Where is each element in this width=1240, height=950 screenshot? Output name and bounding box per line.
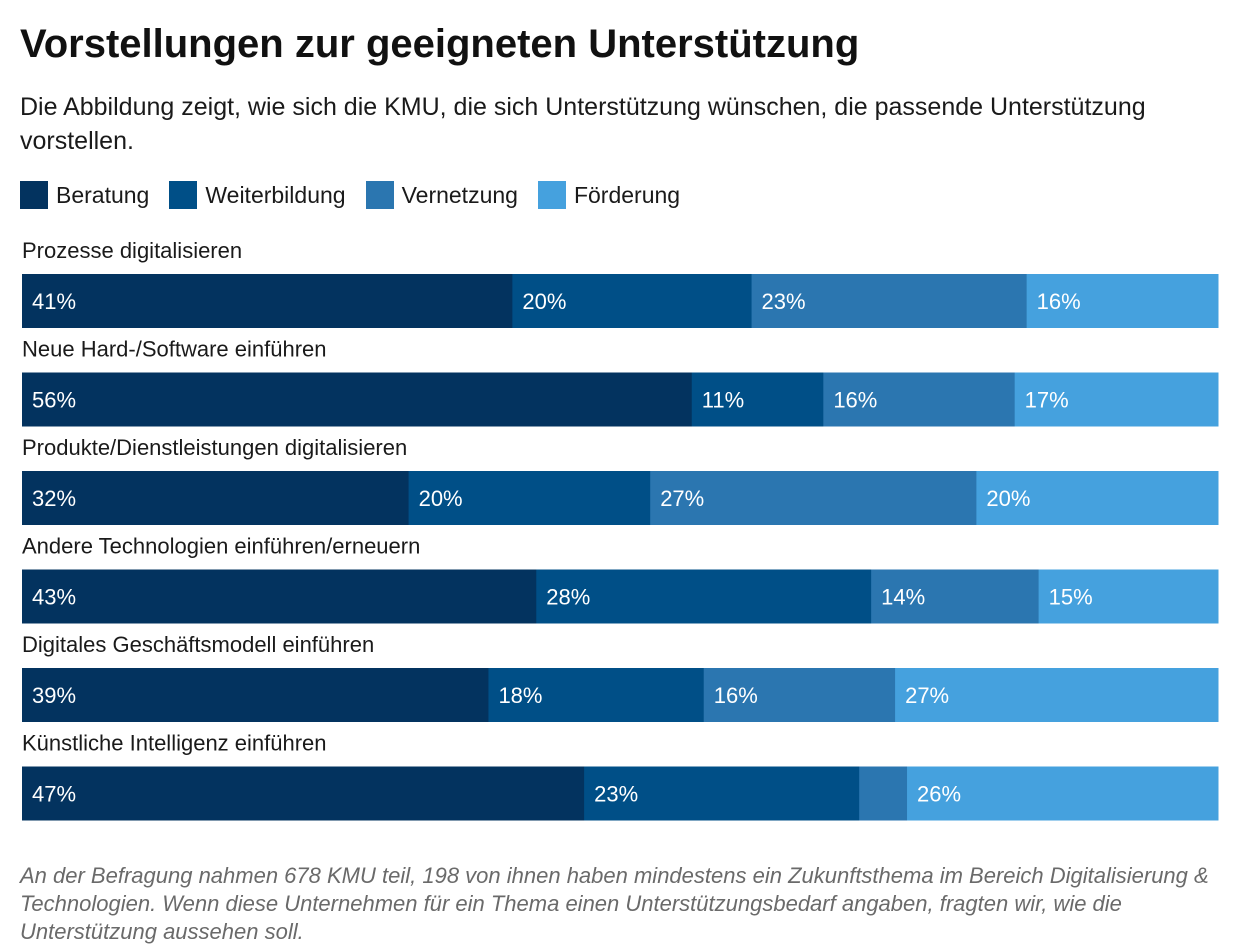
data-label-beratung: 47%: [32, 782, 76, 807]
category-label: Künstliche Intelligenz einführen: [22, 731, 327, 756]
data-label-vernetzung: 27%: [660, 486, 704, 511]
data-label-beratung: 43%: [32, 585, 76, 610]
data-label-weiterbildung: 11%: [702, 388, 744, 413]
legend-swatch-foerderung: [537, 181, 566, 209]
category-label: Neue Hard-/Software einführen: [22, 337, 327, 362]
bar-segment-weiterbildung: [512, 274, 753, 328]
legend-item-foerderung: Förderung: [537, 181, 681, 209]
data-label-foerderung: 17%: [1025, 388, 1069, 413]
legend-swatch-vernetzung: [365, 181, 394, 209]
data-label-weiterbildung: 28%: [546, 585, 590, 610]
data-label-weiterbildung: 18%: [498, 683, 542, 708]
bar-segment-beratung: [22, 569, 537, 624]
bar-segment-weiterbildung: [408, 471, 651, 525]
bar-segment-vernetzung: [650, 471, 977, 525]
data-label-vernetzung: 16%: [833, 388, 877, 413]
chart-title: Vorstellungen zur geeigneten Unterstützu…: [20, 22, 860, 66]
data-label-foerderung: 20%: [986, 486, 1030, 511]
data-label-weiterbildung: 23%: [594, 782, 638, 807]
bar-segment-foerderung: [1014, 372, 1219, 427]
legend-label-beratung: Beratung: [56, 181, 150, 208]
bar-segment-vernetzung: [823, 372, 1016, 427]
category-label: Andere Technologien einführen/erneuern: [22, 534, 420, 559]
bar-segment-beratung: [22, 372, 693, 427]
data-label-vernetzung: 23%: [762, 289, 806, 314]
bar-segment-beratung: [22, 668, 489, 722]
legend-swatch-beratung: [20, 181, 48, 209]
bar-segment-vernetzung: [859, 766, 908, 821]
bar-segment-foerderung: [1038, 569, 1219, 624]
data-label-beratung: 32%: [32, 486, 76, 511]
bar-segment-vernetzung: [751, 274, 1028, 328]
data-label-beratung: 41%: [32, 289, 76, 314]
data-label-weiterbildung: 20%: [419, 486, 463, 511]
bar-segment-beratung: [22, 274, 513, 328]
data-label-weiterbildung: 20%: [522, 289, 566, 314]
data-label-vernetzung: 14%: [881, 585, 925, 610]
bar-segment-beratung: [22, 766, 585, 821]
data-label-beratung: 39%: [32, 683, 76, 708]
category-label: Digitales Geschäftsmodell einführen: [22, 632, 374, 657]
data-label-vernetzung: 16%: [714, 683, 758, 708]
bar-segment-foerderung: [907, 766, 1219, 821]
bar-segment-beratung: [22, 471, 410, 525]
category-label: Produkte/Dienstleistungen digitalisieren: [22, 435, 407, 460]
bar-segment-weiterbildung: [536, 569, 872, 624]
legend-label-weiterbildung: Weiterbildung: [205, 181, 346, 208]
bar-segment-weiterbildung: [584, 766, 860, 821]
category-label: Prozesse digitalisieren: [22, 238, 242, 263]
bar-segment-vernetzung: [703, 668, 896, 722]
data-label-foerderung: 15%: [1049, 585, 1093, 610]
bar-segment-weiterbildung: [691, 372, 824, 427]
data-label-foerderung: 26%: [917, 782, 961, 807]
bar-segment-vernetzung: [871, 569, 1040, 624]
legend-item-weiterbildung: Weiterbildung: [169, 181, 346, 209]
bar-segment-foerderung: [976, 471, 1219, 525]
stacked-bar-chart: Prozesse digitalisieren 41% 20% 23% 16% Neue …: [22, 238, 1219, 821]
legend-label-vernetzung: Vernetzung: [401, 181, 518, 208]
legend-swatch-weiterbildung: [169, 181, 198, 209]
chart-footnote: An der Befragung nahmen 678 KMU teil, 19…: [20, 863, 1209, 944]
chart-subtitle: Die Abbildung zeigt, wie sich die KMU, d…: [20, 93, 1146, 155]
legend-item-beratung: Beratung: [20, 181, 149, 209]
bar-segment-foerderung: [895, 668, 1219, 722]
data-label-foerderung: 16%: [1037, 289, 1081, 314]
bar-segment-weiterbildung: [488, 668, 705, 722]
legend-item-vernetzung: Vernetzung: [365, 181, 518, 209]
data-label-foerderung: 27%: [905, 683, 949, 708]
chart-legend: Beratung Weiterbildung Vernetzung Förder…: [20, 180, 700, 210]
data-label-beratung: 56%: [32, 388, 76, 413]
legend-label-foerderung: Förderung: [573, 181, 681, 208]
bar-segment-foerderung: [1026, 274, 1219, 328]
